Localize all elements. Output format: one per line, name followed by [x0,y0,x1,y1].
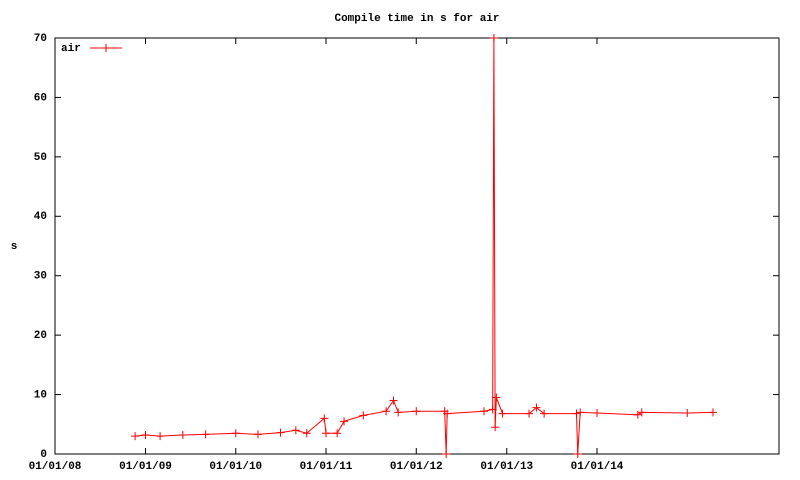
point-marker [389,396,398,405]
point-marker [231,429,240,438]
y-tick-label: 50 [34,152,47,164]
point-marker [498,409,507,418]
point-marker [412,407,421,416]
point-marker [382,407,391,416]
x-tick-label: 01/01/12 [390,461,443,473]
point-marker [320,414,329,423]
point-marker [340,417,349,426]
point-marker [276,428,285,437]
point-marker [254,430,263,439]
x-tick-label: 01/01/14 [571,461,624,473]
point-marker [488,405,497,414]
point-marker [540,409,549,418]
y-axis-label: s [11,241,18,253]
point-marker [156,432,165,441]
x-tick-label: 01/01/13 [480,461,533,473]
plot-frame [54,37,780,455]
point-marker [178,430,187,439]
point-marker [302,429,311,438]
legend-marker [102,44,110,52]
point-marker [489,34,498,42]
y-tick-label: 0 [40,449,47,461]
x-tick-label: 01/01/10 [209,461,262,473]
y-tick-label: 20 [34,330,47,342]
point-marker [480,407,489,416]
y-tick-label: 30 [34,271,47,283]
point-marker [131,432,140,441]
point-marker [394,408,403,417]
point-marker [708,408,717,417]
point-marker [572,409,581,418]
point-marker [532,403,541,412]
point-marker [443,409,452,418]
point-marker [201,430,210,439]
point-marker [492,393,501,402]
point-marker [141,430,150,439]
point-marker [573,450,582,458]
x-tick-label: 01/01/08 [29,461,82,473]
point-marker [576,408,585,417]
chart-title: Compile time in s for air [334,13,499,25]
point-marker [525,409,534,418]
y-tick-label: 10 [34,389,47,401]
y-tick-label: 70 [34,33,47,45]
point-marker [322,429,331,438]
x-tick-label: 01/01/11 [300,461,353,473]
point-marker [359,411,368,420]
point-marker [683,408,692,417]
point-marker [637,408,646,417]
y-tick-label: 60 [34,92,47,104]
point-marker [333,429,342,438]
point-marker [442,450,451,458]
y-tick-label: 40 [34,211,47,223]
point-marker [491,423,500,432]
series-line [135,37,713,455]
x-tick-label: 01/01/09 [119,461,172,473]
point-marker [593,408,602,417]
point-marker [291,426,300,435]
legend-label: air [61,43,81,55]
